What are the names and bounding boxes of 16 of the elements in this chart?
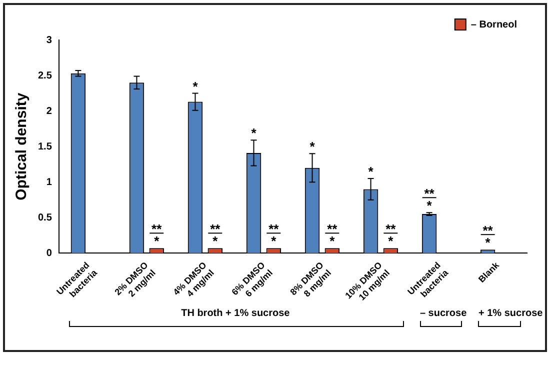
y-tick-label: 1.5 xyxy=(38,141,52,152)
annotation: * xyxy=(368,164,374,180)
text: + 1% sucrose xyxy=(478,308,543,320)
annotation: * xyxy=(251,126,258,141)
y-tick-label: 2 xyxy=(46,106,52,117)
text: TH broth + 1% sucrose xyxy=(180,308,291,320)
annotation: * xyxy=(310,139,316,154)
y-axis-title: Optical density xyxy=(13,92,30,200)
y-tick-label: 0 xyxy=(46,248,52,259)
legend-label: – Borneol xyxy=(470,19,518,30)
text: – sucrose xyxy=(420,308,467,320)
annotation: * xyxy=(192,78,199,94)
y-tick-label: 2.5 xyxy=(38,70,52,82)
y-tick-label: 3 xyxy=(46,34,52,46)
y-tick-label: 0.5 xyxy=(38,212,52,224)
y-tick-label: 1 xyxy=(46,176,52,188)
